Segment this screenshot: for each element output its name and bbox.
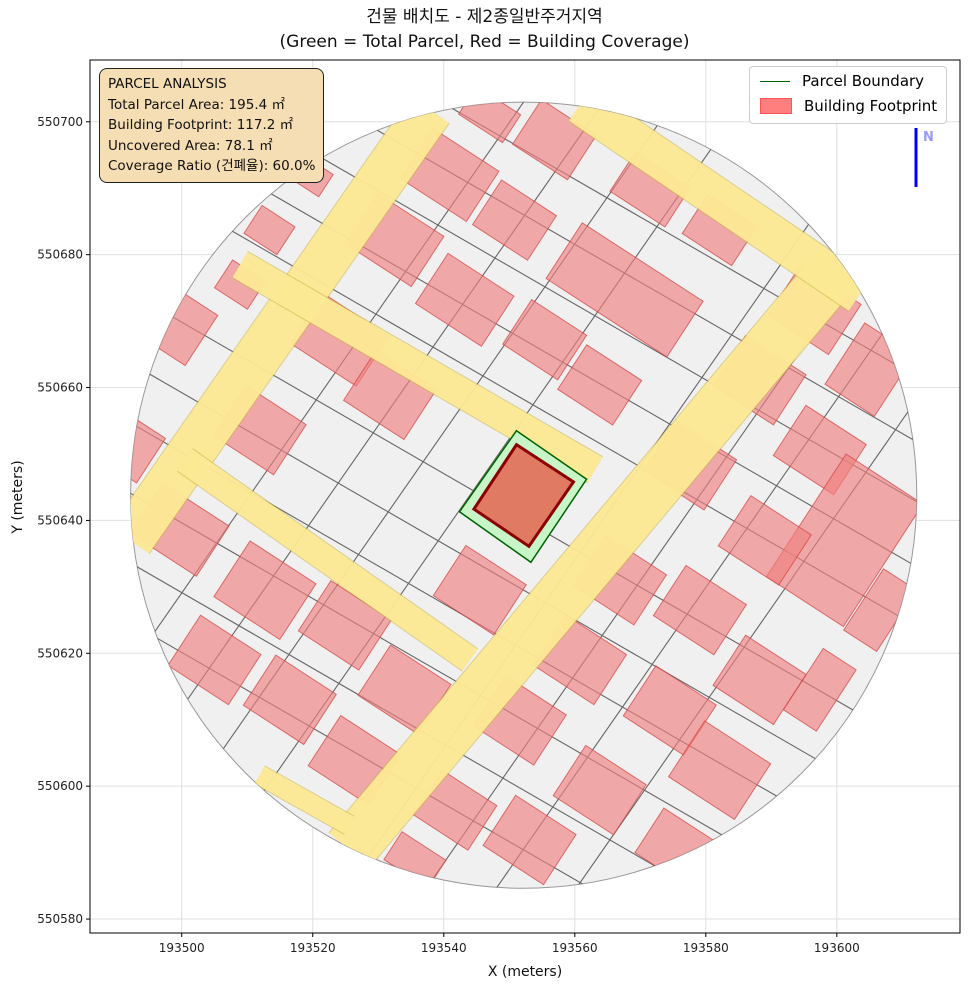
- info-total-parcel-area: Total Parcel Area: 195.4 ㎡: [108, 96, 285, 113]
- figure-subtitle: (Green = Total Parcel, Red = Building Co…: [279, 32, 690, 52]
- context-building: [414, 252, 515, 348]
- context-building: [667, 720, 772, 821]
- y-tick-label: 550620: [37, 646, 83, 660]
- x-tick-label: 193500: [159, 941, 205, 955]
- axis-ticks: 193500 193520 193540 193560 193580 193600 5505…: [37, 115, 860, 955]
- y-tick-label: 550680: [37, 248, 83, 262]
- figure-title: 건물 배치도 - 제2종일반주거지역: [366, 7, 603, 27]
- context-building: [511, 102, 598, 181]
- x-tick-label: 193520: [290, 941, 336, 955]
- road: [329, 247, 861, 867]
- x-tick-label: 193580: [683, 941, 729, 955]
- context-building: [765, 453, 917, 628]
- road: [254, 766, 355, 834]
- context-building: [243, 204, 296, 256]
- north-label: N: [923, 130, 934, 145]
- x-tick-label: 193560: [552, 941, 598, 955]
- context-building: [552, 744, 647, 836]
- legend-label: Parcel Boundary: [802, 72, 925, 90]
- info-building-footprint: Building Footprint: 117.2 ㎡: [108, 117, 294, 133]
- parcel-analysis-box: PARCEL ANALYSIS Total Parcel Area: 195.4…: [99, 68, 325, 183]
- y-tick-label: 550640: [37, 513, 83, 527]
- roads: [130, 102, 872, 868]
- context-building: [242, 654, 338, 746]
- info-uncovered-area: Uncovered Area: 78.1 ㎡: [108, 137, 273, 154]
- road: [232, 251, 603, 483]
- context-building: [482, 794, 577, 886]
- y-tick-label: 550580: [37, 912, 83, 926]
- context-building: [130, 416, 167, 484]
- legend-label: Building Footprint: [804, 97, 938, 115]
- info-heading: PARCEL ANALYSIS: [108, 76, 227, 92]
- context-building: [717, 494, 812, 586]
- x-tick-label: 193540: [421, 941, 467, 955]
- y-tick-label: 550600: [37, 779, 83, 793]
- legend: Parcel Boundary Building Footprint: [749, 66, 947, 124]
- context-building: [712, 634, 807, 726]
- parcel-boundary-swatch: [760, 80, 790, 82]
- info-coverage-ratio: Coverage Ratio (건폐율): 60.0%: [108, 158, 316, 174]
- context-building: [432, 544, 527, 636]
- plot-frame: [89, 59, 961, 934]
- x-tick-label: 193600: [814, 941, 860, 955]
- context-building: [457, 102, 522, 144]
- context-building: [471, 179, 558, 261]
- context-building: [167, 614, 262, 706]
- lot-line: [262, 145, 714, 794]
- context-building: [652, 564, 748, 656]
- road: [568, 102, 871, 311]
- building-footprint-swatch: [760, 98, 792, 114]
- legend-item-building-footprint: Building Footprint: [760, 97, 937, 115]
- context-building: [545, 222, 704, 358]
- context-building: [213, 540, 317, 641]
- y-tick-label: 550700: [37, 115, 83, 129]
- legend-item-parcel-boundary: Parcel Boundary: [760, 72, 924, 90]
- subject-building-footprint[interactable]: [471, 442, 576, 549]
- road: [177, 449, 478, 671]
- context-building: [502, 298, 588, 381]
- y-tick-label: 550660: [37, 381, 83, 395]
- x-axis-label: X (meters): [488, 964, 562, 980]
- context-building: [557, 344, 643, 426]
- y-axis-label: Y (meters): [10, 460, 26, 534]
